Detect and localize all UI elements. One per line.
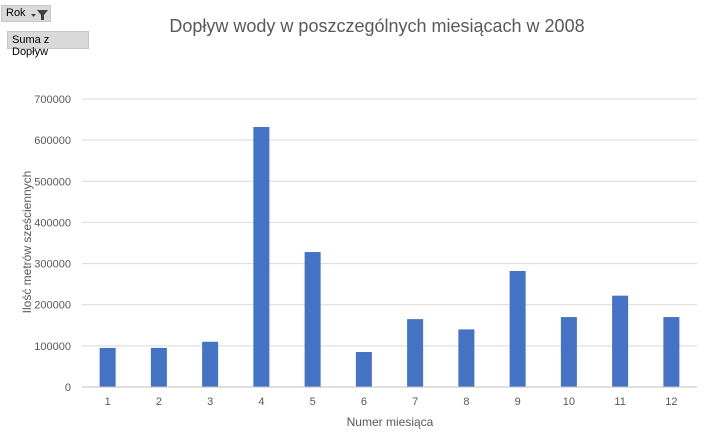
y-tick-label: 300000 [34,259,71,271]
y-tick-label: 100000 [34,341,71,353]
x-tick-label: 3 [207,396,213,408]
chart-title: Dopływ wody w poszczególnych miesiącach … [169,16,584,36]
y-axis-title: Ilość metrów sześciennych [20,171,34,314]
gridlines [82,98,697,347]
y-tick-label: 700000 [34,94,71,106]
y-axis-ticks: 0 100000 200000 300000 400000 500000 600000 700… [34,94,71,394]
bar-month-10[interactable] [560,317,577,387]
y-tick-label: 500000 [34,176,71,188]
bars [99,126,680,387]
suma-value-field-button[interactable]: Suma z Dopływ [7,31,89,58]
x-tick-label: 7 [412,396,418,408]
bar-month-8[interactable] [458,329,475,387]
x-tick-label: 2 [156,396,162,408]
x-tick-label: 10 [563,396,575,408]
x-tick-label: 8 [463,396,469,408]
bar-month-9[interactable] [509,270,526,387]
bar-month-1[interactable] [99,347,116,387]
x-axis-title: Numer miesiąca [347,415,434,429]
rok-filter-button[interactable]: Rok [1,5,51,22]
filter-dropdown-icon [31,10,48,20]
x-tick-label: 5 [310,396,316,408]
bar-month-3[interactable] [202,341,219,387]
x-tick-label: 11 [614,396,625,408]
x-tick-label: 4 [258,396,264,408]
x-tick-label: 9 [515,396,521,408]
y-tick-label: 600000 [34,135,71,147]
bar-month-11[interactable] [612,295,629,387]
bar-month-5[interactable] [304,252,321,387]
bar-month-4[interactable] [253,126,270,387]
suma-value-field-label: Suma z Dopływ [12,34,50,58]
bar-month-12[interactable] [663,317,680,387]
x-axis-ticks: 1 2 3 4 5 6 7 8 9 10 11 12 [105,396,678,408]
bar-month-7[interactable] [407,319,424,387]
x-tick-label: 6 [361,396,367,408]
x-tick-label: 1 [105,396,111,408]
y-tick-label: 200000 [34,300,71,312]
y-tick-label: 400000 [34,217,71,229]
bar-month-2[interactable] [150,347,167,387]
rok-filter-label: Rok [6,7,26,19]
x-tick-label: 12 [665,396,677,408]
y-tick-label: 0 [65,382,71,394]
bar-month-6[interactable] [355,352,372,387]
